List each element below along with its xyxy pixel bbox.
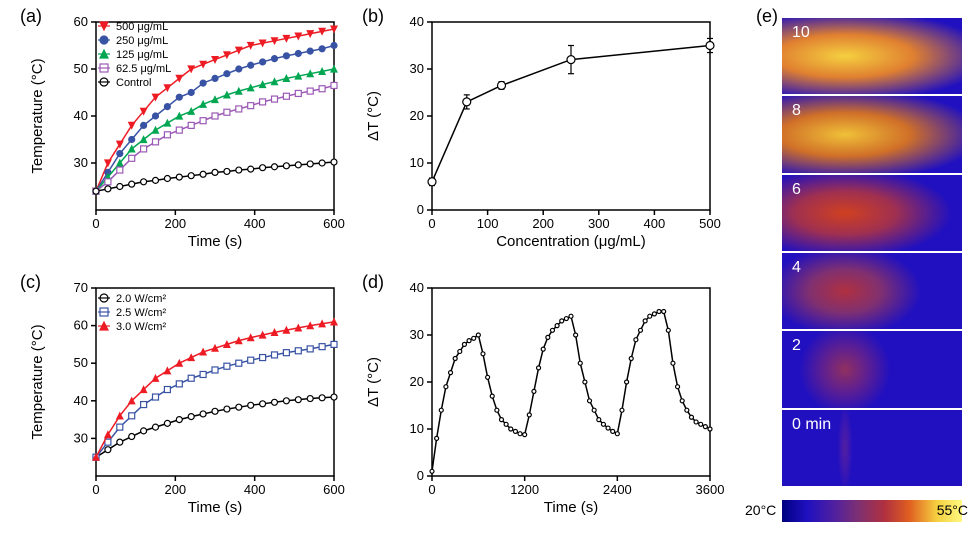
svg-text:30: 30: [74, 430, 88, 445]
panel-a-label: (a): [20, 6, 42, 27]
svg-text:Concentration (μg/mL): Concentration (μg/mL): [496, 233, 646, 250]
svg-text:30: 30: [410, 61, 424, 76]
thermal-frame: 6: [782, 175, 962, 251]
svg-text:600: 600: [323, 482, 345, 497]
thermal-time-label: 8: [792, 102, 801, 120]
chart-d: 0120024003600010203040Time (s)ΔT (°C): [424, 284, 714, 484]
svg-text:0: 0: [428, 482, 435, 497]
svg-text:100: 100: [477, 216, 499, 231]
svg-text:60: 60: [74, 14, 88, 29]
svg-text:200: 200: [532, 216, 554, 231]
svg-text:2400: 2400: [603, 482, 632, 497]
svg-text:40: 40: [410, 14, 424, 29]
svg-text:60: 60: [74, 318, 88, 333]
svg-text:250 μg/mL: 250 μg/mL: [116, 35, 168, 47]
svg-text:3600: 3600: [696, 482, 725, 497]
svg-text:ΔT (°C): ΔT (°C): [365, 91, 382, 141]
svg-text:600: 600: [323, 216, 345, 231]
svg-text:20: 20: [410, 374, 424, 389]
svg-text:400: 400: [244, 216, 266, 231]
thermal-frame: 2: [782, 331, 962, 407]
svg-text:70: 70: [74, 280, 88, 295]
colorbar-low: 20°C: [745, 502, 776, 518]
svg-text:500: 500: [699, 216, 721, 231]
thermal-time-label: 6: [792, 181, 801, 199]
svg-text:Control: Control: [116, 77, 151, 89]
svg-text:3.0 W/cm²: 3.0 W/cm²: [116, 321, 166, 333]
thermal-frame: 0 min: [782, 410, 962, 486]
thermal-images: 10 8 6 4 2 0 min: [782, 18, 962, 488]
chart-c: 02004006003040506070Time (s)Temperature …: [88, 284, 338, 484]
svg-text:400: 400: [644, 216, 666, 231]
svg-text:Time (s): Time (s): [188, 499, 242, 516]
panel-e-label: (e): [756, 6, 778, 27]
chart-b: 0100200300400500010203040Concentration (…: [424, 18, 714, 218]
svg-text:0: 0: [92, 482, 99, 497]
svg-text:400: 400: [244, 482, 266, 497]
svg-text:62.5 μg/mL: 62.5 μg/mL: [116, 63, 171, 75]
thermal-time-label: 0 min: [792, 416, 831, 434]
panel-b-label: (b): [362, 6, 384, 27]
svg-text:2.5 W/cm²: 2.5 W/cm²: [116, 307, 166, 319]
svg-text:300: 300: [588, 216, 610, 231]
thermal-time-label: 2: [792, 337, 801, 355]
svg-text:Temperature (°C): Temperature (°C): [29, 58, 46, 173]
svg-text:40: 40: [410, 280, 424, 295]
svg-text:500 μg/mL: 500 μg/mL: [116, 21, 168, 33]
svg-text:30: 30: [410, 327, 424, 342]
thermal-frame: 10: [782, 18, 962, 94]
svg-text:0: 0: [92, 216, 99, 231]
svg-text:Time (s): Time (s): [188, 233, 242, 250]
svg-text:40: 40: [74, 108, 88, 123]
svg-text:0: 0: [417, 468, 424, 483]
svg-text:200: 200: [164, 216, 186, 231]
svg-text:40: 40: [74, 393, 88, 408]
svg-text:50: 50: [74, 61, 88, 76]
thermal-time-label: 10: [792, 24, 810, 42]
thermal-frame: 4: [782, 253, 962, 329]
svg-text:200: 200: [164, 482, 186, 497]
svg-text:2.0 W/cm²: 2.0 W/cm²: [116, 293, 166, 305]
panel-d-label: (d): [362, 272, 384, 293]
colorbar-high: 55°C: [937, 502, 968, 518]
svg-text:Time (s): Time (s): [544, 499, 598, 516]
svg-text:1200: 1200: [510, 482, 539, 497]
thermal-time-label: 4: [792, 259, 801, 277]
chart-a: 020040060030405060Time (s)Temperature (°…: [88, 18, 338, 218]
svg-text:0: 0: [428, 216, 435, 231]
svg-text:10: 10: [410, 421, 424, 436]
svg-text:30: 30: [74, 155, 88, 170]
svg-text:ΔT (°C): ΔT (°C): [365, 357, 382, 407]
svg-text:50: 50: [74, 355, 88, 370]
svg-text:20: 20: [410, 108, 424, 123]
panel-c-label: (c): [20, 272, 41, 293]
svg-text:Temperature (°C): Temperature (°C): [29, 324, 46, 439]
svg-text:125 μg/mL: 125 μg/mL: [116, 49, 168, 61]
thermal-frame: 8: [782, 96, 962, 172]
colorbar: [782, 500, 962, 522]
svg-text:0: 0: [417, 202, 424, 217]
svg-text:10: 10: [410, 155, 424, 170]
